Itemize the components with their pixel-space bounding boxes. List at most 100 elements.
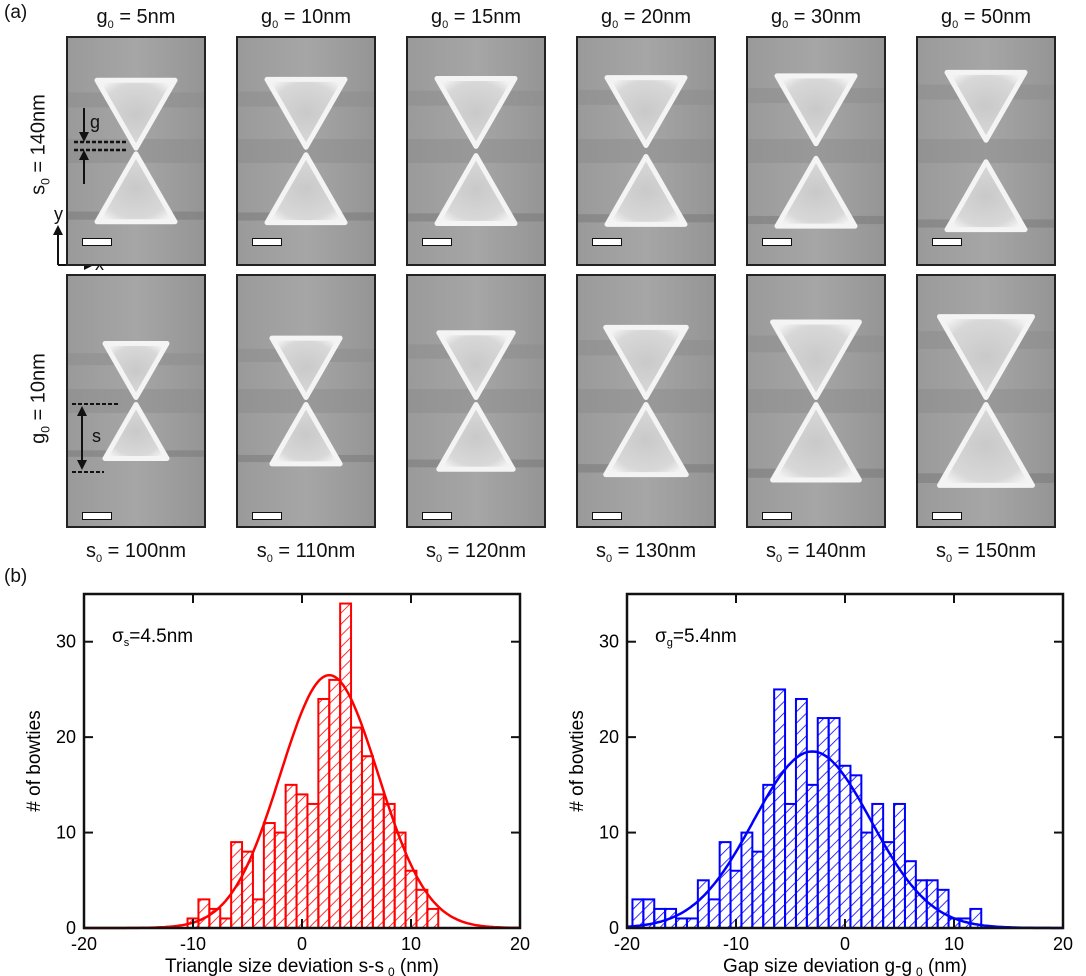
sem-image-bottom (576, 274, 716, 528)
gap-annotation-label: g (90, 112, 101, 132)
top-col-label: g0 = 15nm (430, 6, 522, 31)
sem-image-bottom (66, 274, 206, 528)
y-tick-label: 30 (56, 632, 76, 652)
top-col-label: g0 = 5nm (96, 6, 176, 31)
bottom-col-label: s0 = 110nm (256, 540, 356, 565)
histogram-bar (631, 898, 645, 929)
axis-y-label: y (54, 204, 63, 224)
scale-bar (422, 238, 452, 246)
histogram-bar (707, 898, 721, 929)
histogram-bar (197, 898, 211, 929)
histogram-bar (415, 888, 429, 930)
sem-image-top (66, 36, 206, 266)
histogram-bar (718, 841, 732, 929)
bottom-row-label: g0 = 10nm (27, 353, 53, 444)
x-tick-label: -10 (180, 934, 206, 954)
x-tick-label: 20 (510, 934, 530, 954)
top-row-label: s0 = 140nm (27, 94, 53, 195)
histogram-bar (751, 850, 765, 929)
bottom-col-label: s0 = 130nm (595, 540, 697, 565)
x-tick-label: 0 (297, 934, 307, 954)
histogram-bar (675, 917, 688, 930)
sem-image-top (406, 36, 546, 266)
top-col-label: g0 = 50nm (940, 6, 1032, 31)
histogram-bar (371, 793, 385, 929)
histogram-bar (816, 717, 830, 929)
scale-bar (762, 238, 792, 246)
scale-bar (82, 238, 112, 246)
histogram-bar (284, 783, 298, 929)
x-tick-label: 10 (401, 934, 421, 954)
y-tick-label: 0 (66, 918, 76, 938)
x-axis-label: Triangle size deviation s-s 0 (nm) (165, 956, 439, 976)
histogram-bar (740, 831, 754, 929)
histogram-bar (306, 802, 320, 929)
histogram-gap-size: -20 -10 0 10 20 0 10 20 30 σg=5.4nm Gap size devia… (567, 592, 1073, 976)
panel-a-label: (a) (4, 2, 28, 23)
histogram-bar (794, 697, 808, 929)
sigma-annotation: σs=4.5nm (112, 626, 193, 649)
histogram-bar (903, 860, 917, 930)
histogram-bar (762, 783, 776, 929)
sigma-annotation: σg=5.4nm (655, 626, 737, 649)
size-annotation-marker (72, 403, 120, 473)
sem-image-bottom (916, 274, 1056, 528)
histogram-bar (219, 917, 233, 930)
sem-image-top (576, 36, 716, 266)
histogram-bar (350, 726, 363, 929)
histogram-bar (317, 697, 331, 929)
histogram-bar (328, 678, 342, 929)
histogram-bar (696, 879, 710, 929)
scale-bar (932, 512, 962, 520)
histogram-bar (360, 755, 374, 929)
size-annotation-label: s (92, 426, 101, 446)
histogram-bar (838, 764, 852, 929)
y-tick-label: 10 (56, 823, 76, 843)
y-axis-label: # of bowties (24, 710, 45, 811)
histogram-bar (882, 841, 896, 929)
x-tick-label: -20 (71, 934, 97, 954)
histogram-bar (685, 917, 699, 930)
histogram-bar (914, 879, 928, 929)
x-tick-label: 10 (944, 934, 964, 954)
scale-bar (592, 238, 622, 246)
scale-bar (252, 238, 282, 246)
top-col-label: g0 = 20nm (600, 6, 692, 31)
y-tick-label: 20 (599, 727, 619, 747)
scale-bar (592, 512, 622, 520)
gap-annotation-marker (74, 108, 126, 184)
histogram-bar (805, 783, 819, 929)
scale-bar (422, 512, 452, 520)
histogram-bar (653, 907, 667, 929)
y-tick-label: 10 (599, 823, 619, 843)
histogram-bar (871, 802, 885, 929)
panel-b-label: (b) (4, 566, 28, 587)
x-tick-label: 0 (840, 934, 850, 954)
scale-bar (932, 238, 962, 246)
sem-image-bottom (746, 274, 886, 528)
x-axis-label: Gap size deviation g-g 0 (nm) (723, 956, 967, 976)
y-tick-label: 20 (56, 727, 76, 747)
histogram-bar (339, 602, 353, 930)
histogram-bar (251, 898, 265, 929)
histogram-bar (262, 822, 276, 929)
sem-image-top (746, 36, 886, 266)
y-tick-label: 30 (599, 632, 619, 652)
scale-bar (82, 512, 112, 520)
histogram-bar (936, 888, 950, 930)
gaussian-fit-line (626, 750, 1063, 930)
histogram-bar (773, 688, 787, 929)
histogram-bar (784, 802, 797, 929)
sem-image-top (236, 36, 376, 266)
histogram-bar (273, 831, 287, 929)
histogram-bar (860, 831, 874, 929)
sem-image-bottom (236, 274, 376, 528)
scale-bar (252, 512, 282, 520)
y-tick-label: 0 (609, 918, 619, 938)
bottom-col-label: s0 = 100nm (85, 540, 187, 565)
x-tick-label: -10 (723, 934, 749, 954)
histogram-bar (426, 907, 440, 929)
x-tick-label: 20 (1053, 934, 1073, 954)
top-col-label: g0 = 30nm (770, 6, 862, 31)
sem-image-top (916, 36, 1056, 266)
